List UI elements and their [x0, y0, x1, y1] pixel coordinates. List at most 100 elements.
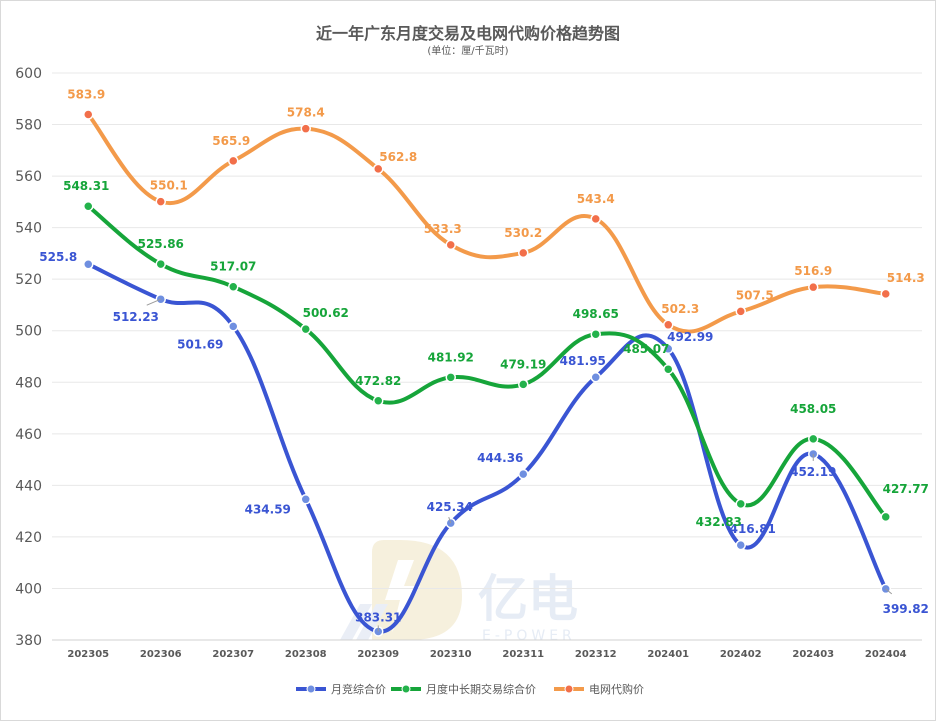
- chart-subtitle: (单位：厘/千瓦时): [427, 46, 509, 57]
- data-point[interactable]: [518, 379, 529, 390]
- data-point[interactable]: [590, 328, 601, 340]
- data-point[interactable]: [735, 498, 746, 510]
- data-label: 550.1: [150, 179, 188, 193]
- data-point[interactable]: [518, 247, 529, 259]
- x-tick-label: 202404: [865, 649, 907, 660]
- data-label: 481.92: [428, 350, 474, 364]
- x-tick-label: 202307: [212, 649, 254, 660]
- watermark-logo-icon: [340, 540, 462, 640]
- label-leader-line: [448, 516, 452, 524]
- data-point[interactable]: [735, 539, 746, 551]
- chart-title: 近一年广东月度交易及电网代购价格趋势图: [315, 24, 620, 43]
- y-tick-label: 400: [15, 581, 42, 597]
- data-label: 525.8: [39, 250, 77, 264]
- data-point[interactable]: [300, 323, 311, 335]
- data-label: 501.69: [177, 337, 223, 351]
- data-label: 525.86: [138, 237, 184, 251]
- y-tick-label: 520: [15, 272, 42, 288]
- data-label: 578.4: [287, 106, 325, 120]
- data-label: 492.99: [667, 330, 713, 344]
- legend-marker: [401, 684, 411, 694]
- legend-label[interactable]: 月度中长期交易综合价: [426, 682, 536, 696]
- data-point[interactable]: [808, 281, 819, 293]
- data-label: 427.77: [883, 482, 929, 496]
- y-tick-label: 460: [15, 427, 42, 443]
- data-point[interactable]: [880, 288, 891, 300]
- data-point[interactable]: [373, 163, 384, 175]
- y-tick-label: 580: [15, 118, 42, 134]
- x-tick-label: 202310: [430, 649, 472, 660]
- y-tick-label: 560: [15, 169, 42, 185]
- data-point[interactable]: [808, 433, 819, 445]
- y-tick-label: 440: [15, 478, 42, 494]
- data-label: 543.4: [577, 192, 615, 206]
- data-label: 434.59: [245, 502, 291, 516]
- y-tick-label: 600: [15, 66, 42, 82]
- legend-label[interactable]: 月竞综合价: [331, 682, 386, 696]
- series-line-1: [86, 262, 888, 634]
- data-point[interactable]: [228, 155, 239, 167]
- label-leader-line: [885, 588, 893, 595]
- x-tick-label: 202309: [357, 649, 399, 660]
- series-line-2: [86, 204, 888, 519]
- y-tick-label: 420: [15, 530, 42, 546]
- data-point[interactable]: [83, 200, 94, 212]
- data-point[interactable]: [663, 363, 674, 375]
- y-tick-label: 540: [15, 221, 42, 237]
- y-tick-label: 480: [15, 375, 42, 391]
- data-point[interactable]: [373, 395, 384, 407]
- data-label: 432.83: [696, 515, 742, 529]
- data-label: 517.07: [210, 260, 256, 274]
- data-point[interactable]: [663, 343, 674, 355]
- x-tick-label: 202401: [647, 649, 689, 660]
- data-label: 472.82: [355, 374, 401, 388]
- data-label: 507.5: [736, 288, 774, 302]
- label-leader-line: [146, 298, 161, 306]
- data-point[interactable]: [735, 306, 746, 317]
- y-tick-label: 500: [15, 324, 42, 340]
- data-point[interactable]: [590, 371, 601, 383]
- data-point[interactable]: [518, 468, 529, 480]
- x-tick-label: 202306: [140, 649, 182, 660]
- data-label: 425.34: [427, 500, 473, 514]
- data-label: 458.05: [790, 402, 836, 416]
- watermark-subtext: E-POWER: [482, 628, 576, 644]
- data-point[interactable]: [300, 123, 311, 134]
- data-label: 500.62: [303, 306, 349, 320]
- data-point[interactable]: [590, 213, 601, 225]
- x-tick-label: 202311: [502, 649, 544, 660]
- data-label: 583.9: [67, 87, 105, 101]
- data-label: 548.31: [63, 179, 109, 193]
- data-label: 565.9: [212, 134, 250, 148]
- x-tick-label: 202308: [285, 649, 327, 660]
- data-label: 485.07: [623, 342, 669, 356]
- data-point[interactable]: [445, 372, 456, 383]
- data-label: 479.19: [500, 357, 546, 371]
- data-label: 516.9: [794, 264, 832, 278]
- data-point[interactable]: [228, 321, 239, 332]
- watermark-text: 亿电: [478, 570, 578, 628]
- data-label: 399.82: [883, 602, 929, 616]
- data-label: 481.95: [560, 354, 606, 368]
- data-point[interactable]: [300, 494, 311, 505]
- data-point[interactable]: [155, 258, 166, 270]
- x-tick-label: 202403: [792, 649, 834, 660]
- data-point[interactable]: [445, 239, 456, 251]
- data-label: 512.23: [113, 310, 159, 324]
- data-point[interactable]: [880, 511, 891, 523]
- data-label: 530.2: [504, 226, 542, 240]
- data-label: 452.19: [790, 465, 836, 479]
- data-point[interactable]: [155, 196, 166, 207]
- legend-label[interactable]: 电网代购价: [589, 682, 644, 696]
- data-label: 416.81: [730, 522, 776, 536]
- data-label: 383.31: [355, 610, 401, 624]
- x-tick-label: 202305: [67, 649, 109, 660]
- data-label: 514.3: [887, 271, 925, 285]
- legend-marker: [306, 684, 316, 694]
- data-point[interactable]: [83, 109, 94, 120]
- data-point[interactable]: [83, 258, 94, 270]
- data-point[interactable]: [228, 281, 239, 292]
- data-point[interactable]: [663, 319, 674, 331]
